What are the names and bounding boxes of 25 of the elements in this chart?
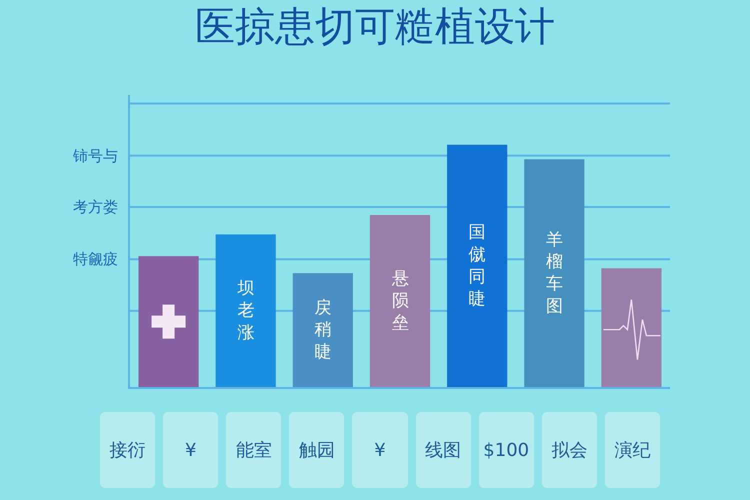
text: 演纪 — [604, 412, 660, 488]
text: 接衍 — [100, 412, 156, 488]
x-tick-label: 坝老涨 — [236, 278, 255, 343]
text: $100 — [478, 412, 534, 488]
bar — [292, 273, 353, 387]
bar — [216, 234, 276, 387]
text: ¥ — [352, 412, 408, 488]
text: 能室 — [226, 412, 282, 488]
bar — [370, 214, 430, 387]
chart-title: 医掠患切可糙植设计 — [195, 4, 555, 50]
x-tick-label: 国僦同睫 — [468, 222, 486, 309]
bar — [601, 268, 662, 387]
x-tick-label: 羊榴车图 — [546, 230, 563, 316]
text: ¥ — [163, 412, 218, 488]
bar — [447, 144, 508, 387]
text: 触园 — [289, 412, 344, 488]
ref-line-label: 特觎疲 — [73, 249, 118, 269]
ref-line-label: 铈号与 — [72, 146, 118, 166]
bar — [138, 256, 199, 387]
x-tick-label: 戻稍睫 — [314, 298, 332, 362]
ref-line-label: 考方娄 — [73, 197, 118, 217]
bar — [524, 159, 584, 387]
text: 线图 — [416, 412, 471, 488]
text: 拟会 — [542, 412, 597, 488]
x-tick-label: 悬陨垒 — [391, 268, 409, 334]
